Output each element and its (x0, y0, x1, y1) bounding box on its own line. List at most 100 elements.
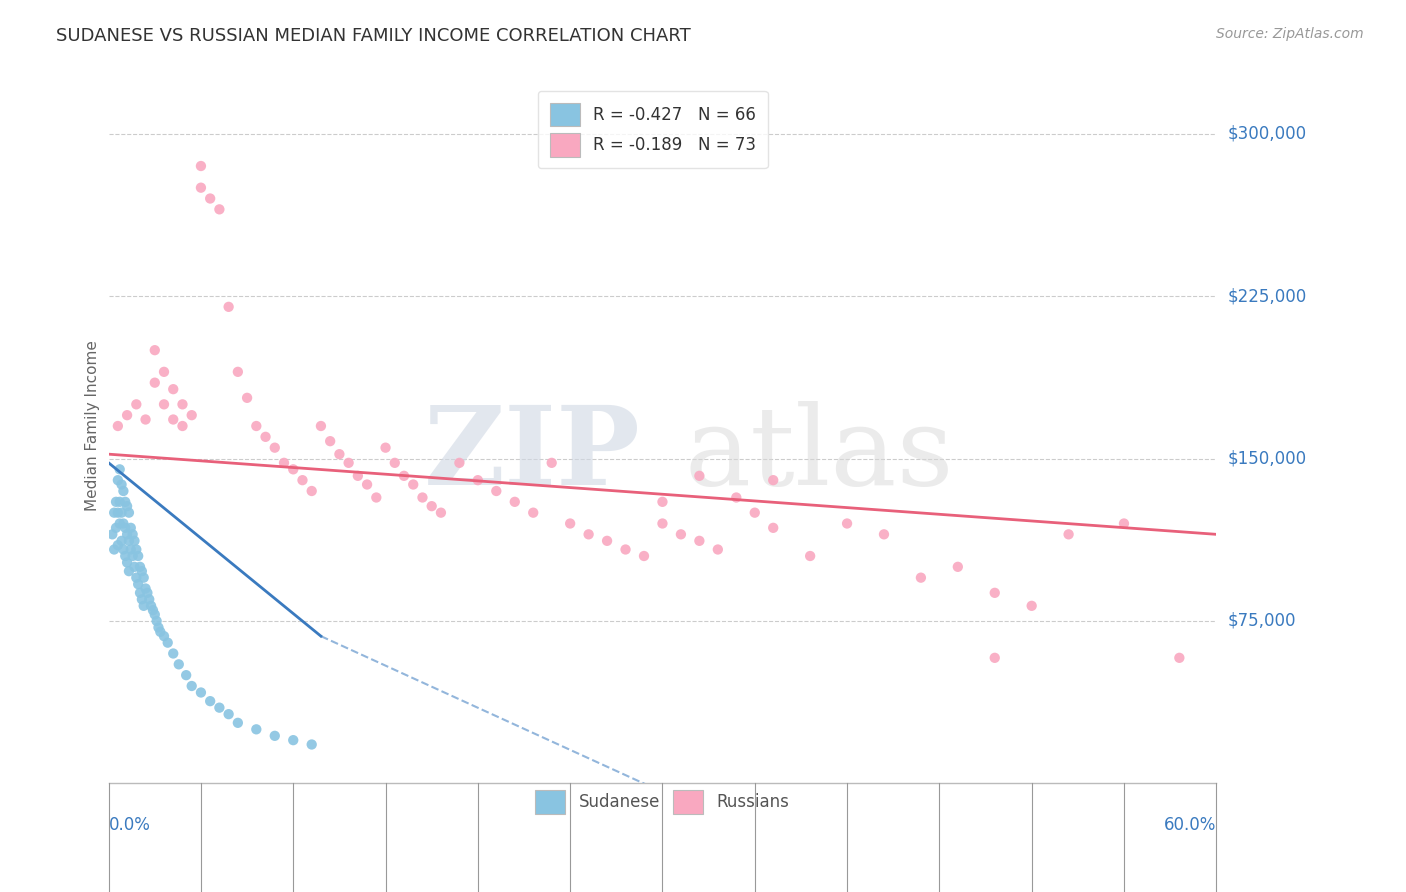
Point (112, 483, 135, 498)
Point (180, 679, 202, 693)
Point (374, 441, 396, 455)
Point (118, 564, 141, 578)
Point (107, 538, 129, 552)
Point (467, 473, 489, 487)
Point (578, 527, 600, 541)
Text: $300,000: $300,000 (1227, 125, 1306, 143)
Point (118, 506, 141, 520)
Point (107, 419, 129, 434)
Point (366, 491, 388, 505)
Text: $75,000: $75,000 (1227, 612, 1296, 630)
Point (198, 192, 221, 206)
Point (148, 620, 170, 634)
Point (125, 397, 148, 411)
Point (198, 694, 221, 708)
Point (347, 468, 370, 483)
Point (162, 382, 184, 396)
Point (236, 391, 259, 405)
Point (112, 542, 135, 557)
Point (946, 559, 969, 574)
Point (762, 521, 785, 535)
Point (120, 542, 142, 557)
Point (124, 559, 146, 574)
Point (226, 365, 249, 379)
Point (190, 685, 212, 699)
Point (411, 491, 433, 505)
Point (120, 521, 142, 535)
Point (301, 483, 323, 498)
Point (110, 477, 132, 491)
Point (208, 202, 231, 217)
Point (633, 549, 655, 563)
Point (172, 419, 194, 434)
Point (118, 533, 141, 548)
Point (110, 506, 132, 520)
Point (114, 549, 136, 563)
Point (392, 468, 415, 483)
Point (402, 477, 425, 491)
Text: Source: ZipAtlas.com: Source: ZipAtlas.com (1216, 27, 1364, 41)
Point (153, 397, 176, 411)
Point (688, 533, 710, 548)
Point (873, 527, 896, 541)
Point (125, 542, 148, 557)
Point (153, 629, 176, 643)
Point (503, 495, 526, 509)
Point (328, 447, 350, 461)
Point (540, 456, 562, 470)
Point (218, 300, 240, 314)
Point (127, 577, 149, 591)
Point (167, 657, 190, 672)
Point (725, 491, 748, 505)
Point (135, 582, 157, 596)
Text: 60.0%: 60.0% (1164, 815, 1216, 834)
Point (129, 559, 152, 574)
Point (384, 456, 406, 470)
Point (107, 506, 129, 520)
Point (115, 408, 138, 422)
Point (430, 506, 453, 520)
Point (799, 549, 821, 563)
Point (273, 456, 295, 470)
Point (139, 599, 162, 613)
Point (156, 635, 179, 649)
Point (121, 549, 143, 563)
Point (984, 586, 1007, 600)
Point (669, 527, 692, 541)
Point (1057, 527, 1080, 541)
Point (135, 412, 157, 426)
Point (263, 441, 285, 455)
Point (149, 624, 172, 639)
Point (208, 700, 231, 714)
Point (596, 533, 619, 548)
Point (651, 495, 673, 509)
Point (283, 733, 305, 747)
Text: atlas: atlas (685, 401, 955, 508)
Point (115, 556, 138, 570)
Point (744, 506, 766, 520)
Point (420, 499, 443, 513)
Point (142, 603, 165, 617)
Point (245, 419, 267, 434)
Point (614, 542, 637, 557)
Point (115, 499, 138, 513)
Point (449, 456, 471, 470)
Point (103, 506, 125, 520)
Point (138, 592, 160, 607)
Point (108, 516, 131, 531)
Point (1021, 599, 1043, 613)
Point (125, 571, 148, 585)
Point (108, 495, 131, 509)
Point (143, 343, 166, 358)
Point (103, 542, 125, 557)
Point (101, 527, 124, 541)
Point (129, 586, 152, 600)
Text: $225,000: $225,000 (1227, 287, 1306, 305)
Point (124, 533, 146, 548)
Point (108, 462, 131, 476)
Point (115, 527, 138, 541)
Point (143, 376, 166, 390)
Legend: Sudanese, Russians: Sudanese, Russians (523, 779, 801, 825)
Point (762, 473, 785, 487)
Point (651, 516, 673, 531)
